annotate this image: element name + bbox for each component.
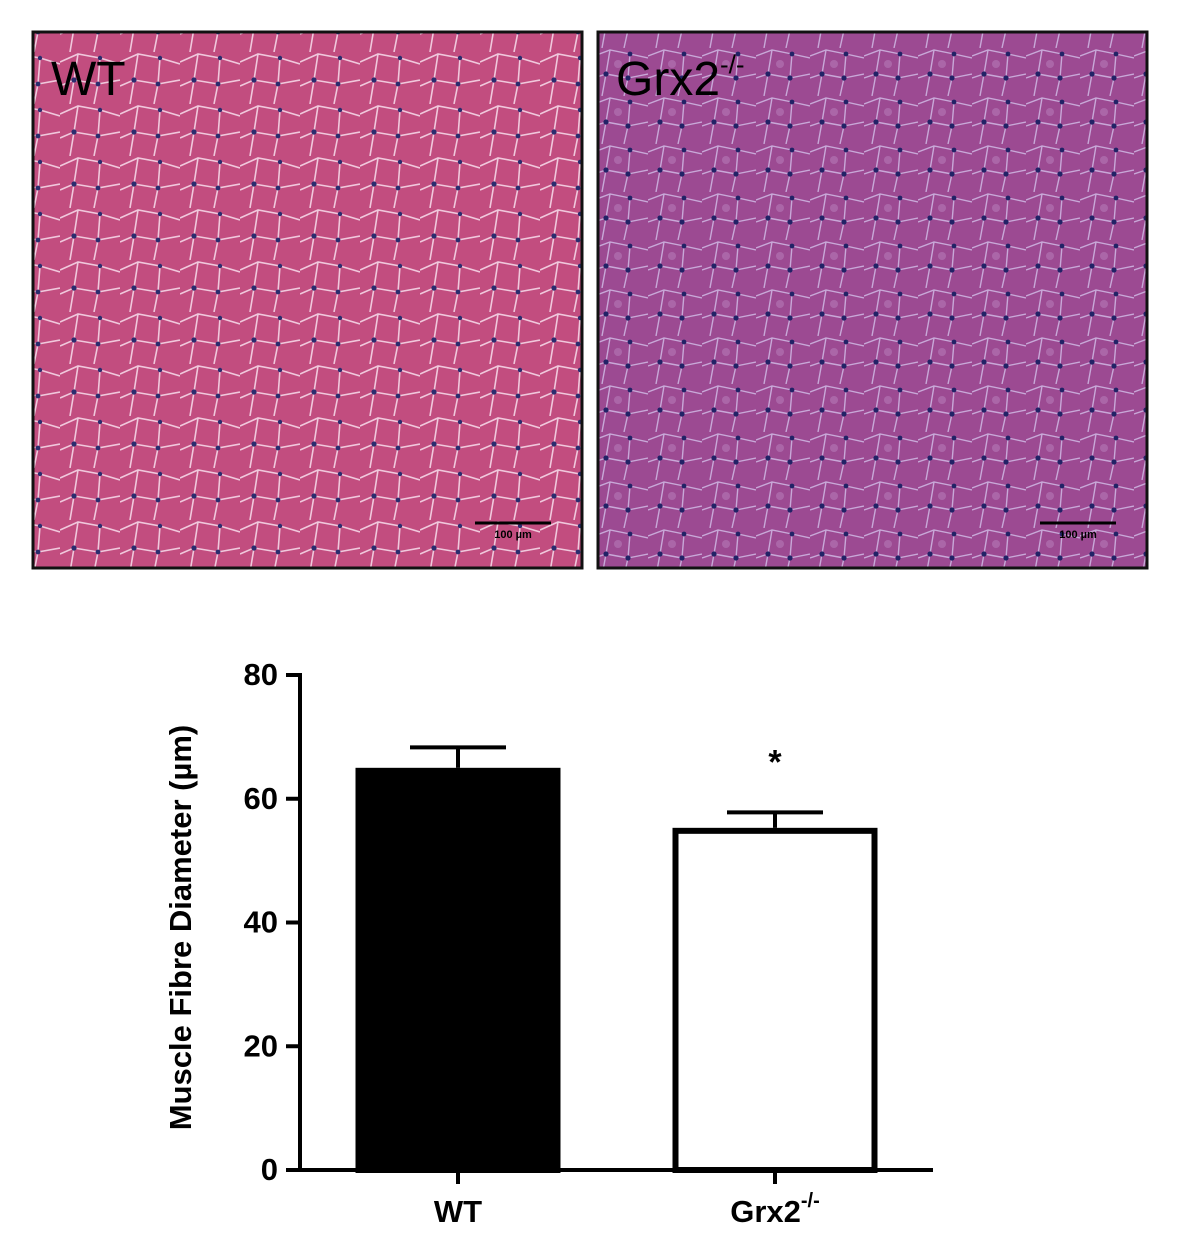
- panel-label-superscript: -/-: [720, 49, 745, 79]
- micrograph-image: [596, 30, 1149, 570]
- micrograph: Grx2-/- 100 µm: [596, 30, 1149, 570]
- y-tick-label: 20: [244, 1028, 278, 1063]
- y-tick-label: 60: [244, 781, 278, 816]
- x-tick-label-text: Grx2: [730, 1194, 801, 1229]
- y-tick-label: 0: [261, 1152, 278, 1187]
- x-tick-label: Grx2-/-: [730, 1190, 820, 1229]
- x-tick-label-superscript: -/-: [801, 1190, 820, 1212]
- y-tick-label: 80: [244, 657, 278, 692]
- y-axis-label: Muscle Fibre Diameter (µm): [163, 725, 198, 1130]
- x-tick-label: WT: [434, 1194, 482, 1229]
- x-tick-label-text: WT: [434, 1194, 482, 1229]
- panel-label-text: Grx2: [616, 53, 720, 106]
- image-panels: WT 100 µm Grx2-/- 100 µm: [31, 30, 1149, 570]
- scale-bar-label: 100 µm: [494, 529, 532, 541]
- bar-chart: 0 20 40 60 80 Muscle Fibre Diameter (µm) WT Grx…: [163, 657, 933, 1229]
- micrograph-image: [31, 30, 584, 570]
- scale-bar-label: 100 µm: [1059, 529, 1097, 541]
- micrograph: WT 100 µm: [31, 30, 584, 570]
- panel-label: WT: [51, 53, 126, 106]
- y-tick-label: 40: [244, 905, 278, 940]
- bar: [355, 767, 561, 1173]
- bar: [672, 827, 878, 1173]
- panel-label-text: WT: [51, 53, 126, 106]
- significance-marker: *: [768, 743, 782, 781]
- panel-label: Grx2-/-: [616, 49, 745, 105]
